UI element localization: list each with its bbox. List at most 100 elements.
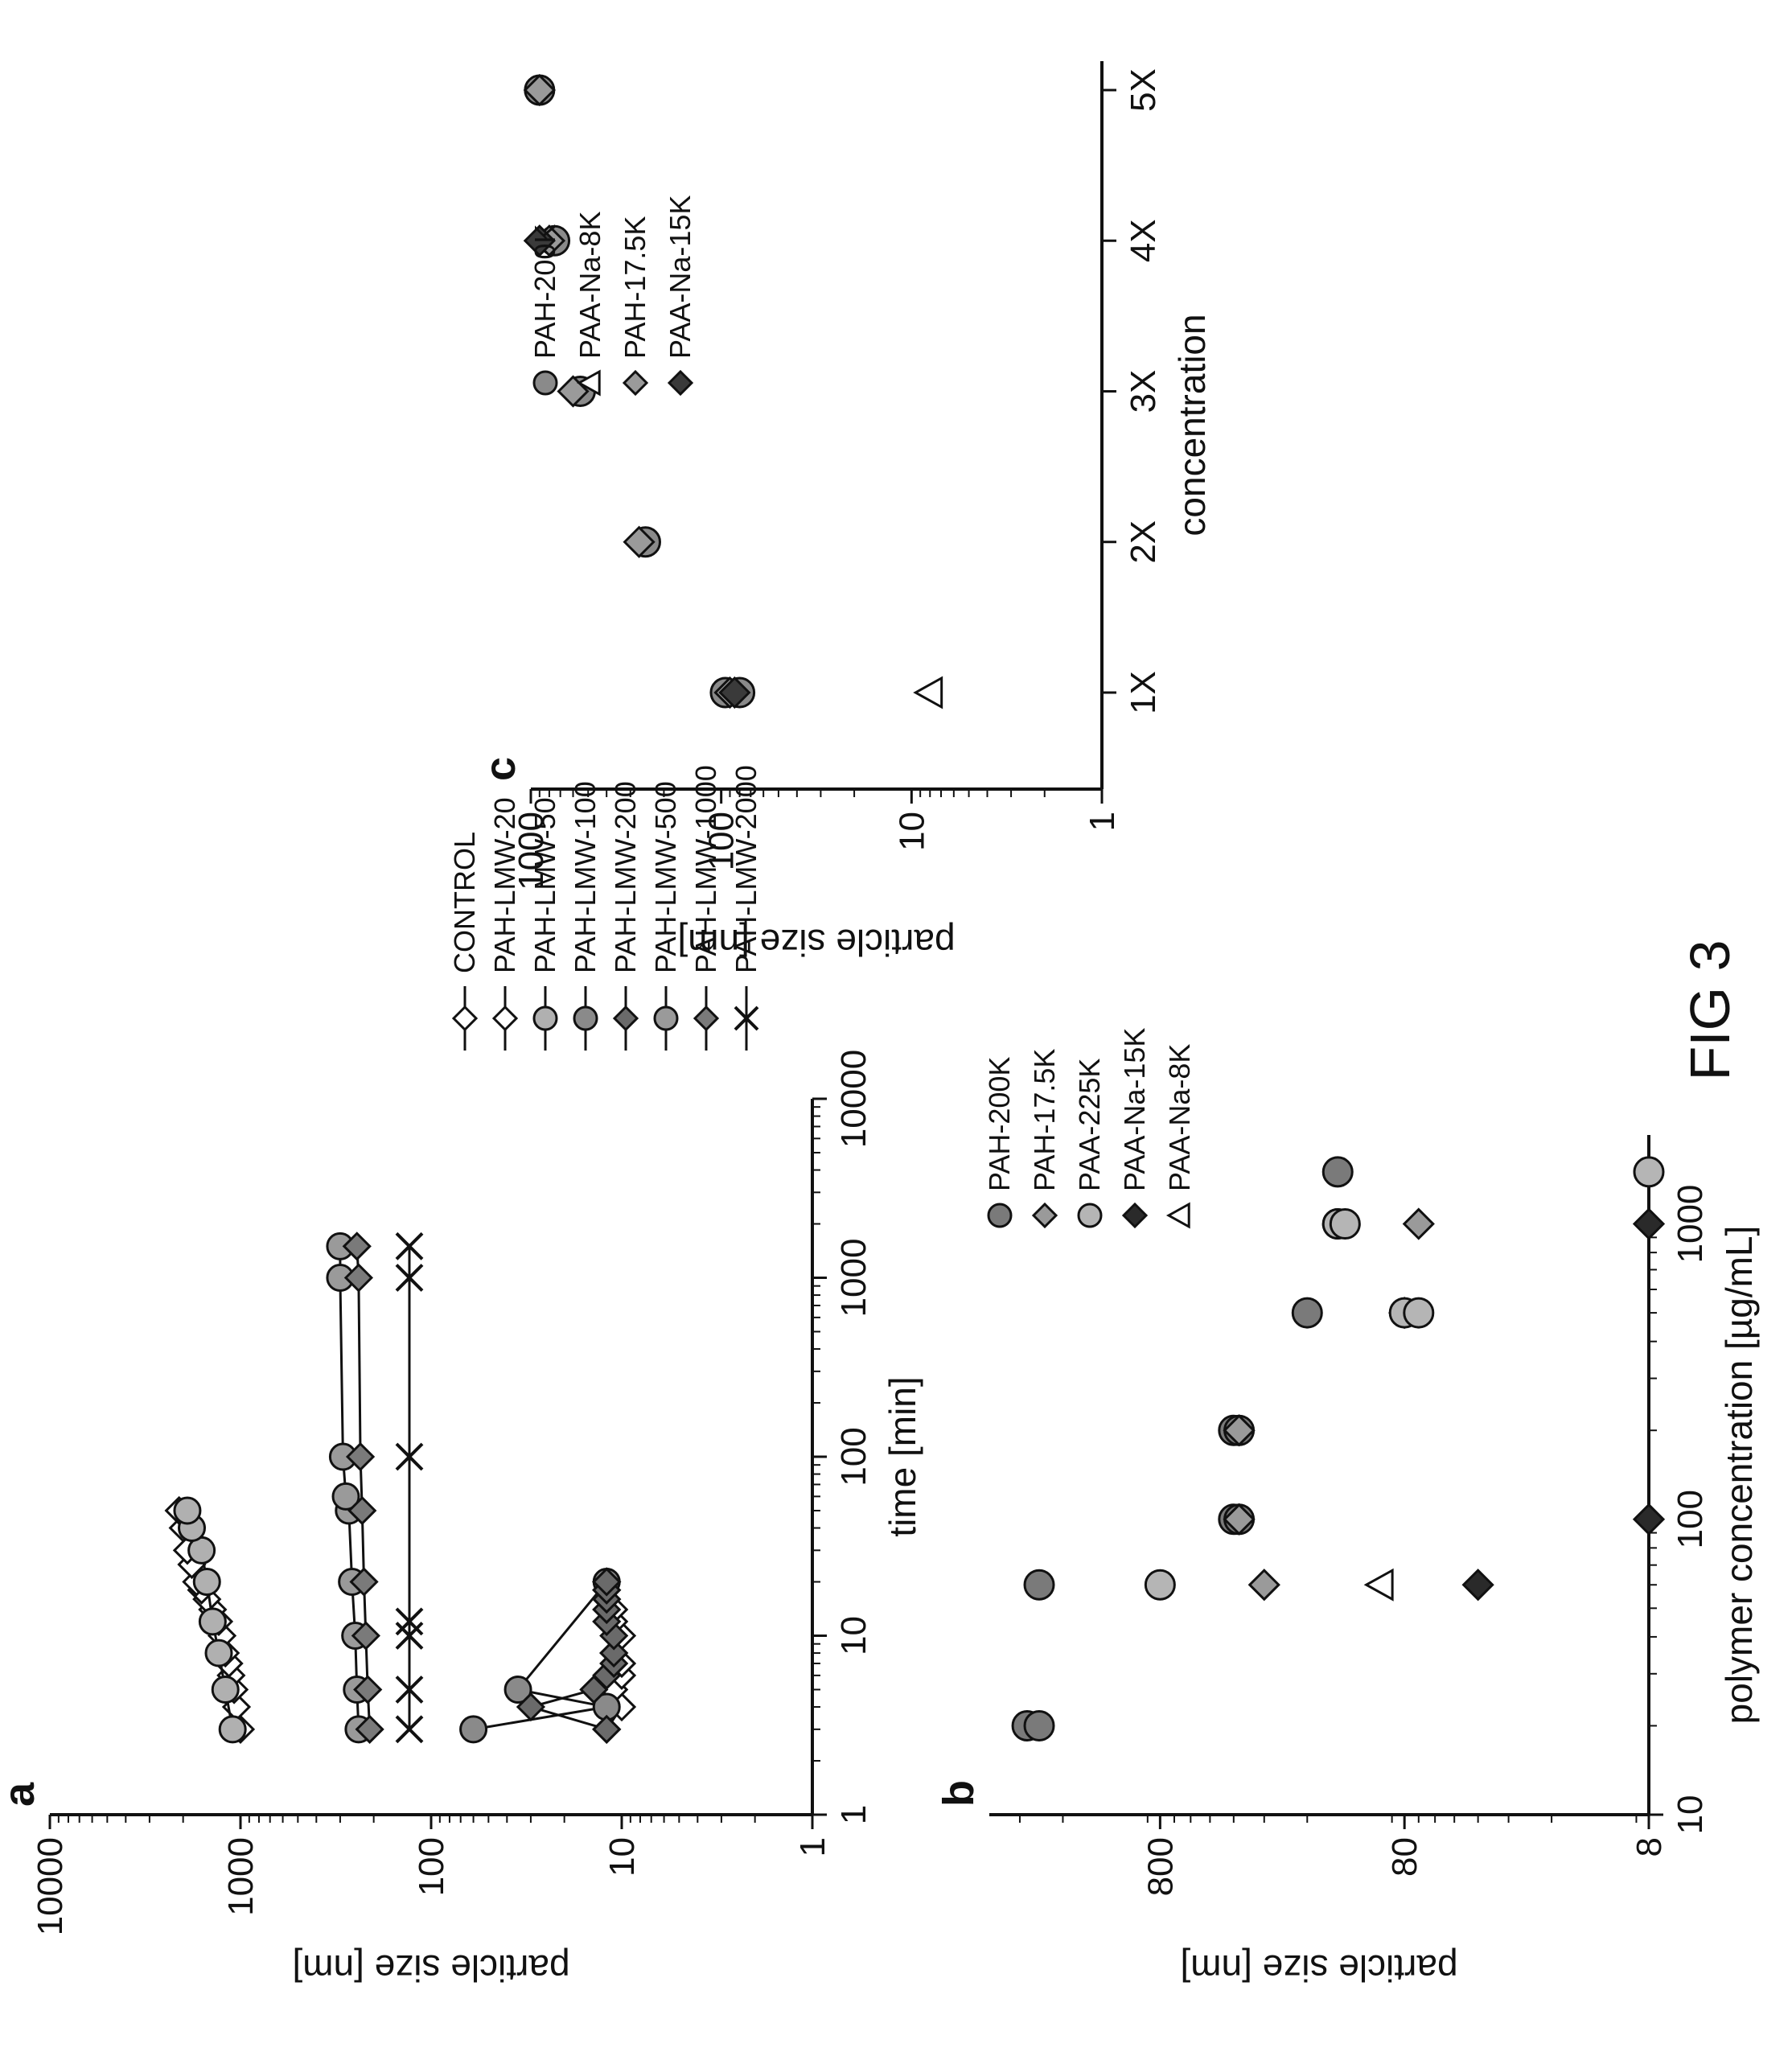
- panel-c-series-3: [523, 224, 751, 709]
- panel-a-legend-marker-3: [573, 1005, 598, 1031]
- panel-b-letter: b: [935, 1780, 983, 1807]
- panel-c-series-3-point-1: [523, 224, 556, 257]
- panel-a-series-7-point-5: [395, 1264, 424, 1292]
- panel-a-legend-marker-7: [734, 1005, 759, 1031]
- panel-b-series-0-point-2: [1023, 1569, 1055, 1601]
- panel-a-legend-entry-7: PAH-LMW-2000: [730, 765, 762, 1051]
- panel-a-series-4-point-1: [516, 1692, 546, 1722]
- panel-a-legend-marker-4: [612, 1005, 639, 1032]
- panel-c-x-tick-label-2: 3X: [1124, 370, 1163, 413]
- panel-c-x-tick-label-0: 1X: [1124, 671, 1163, 714]
- panel-b-legend-label-3: PAA-Na-15K: [1118, 1028, 1151, 1191]
- panel-a-legend-marker-0: [451, 1005, 479, 1032]
- panel-b-series-3-point-0: [1461, 1569, 1494, 1602]
- panel-b-legend-marker-2: [1077, 1203, 1103, 1228]
- panel-a-y-tick-label-2: 100: [412, 1837, 451, 1896]
- panel-a-x-tick-label-0: 1: [834, 1805, 873, 1824]
- panel-c-series-1: [913, 676, 943, 709]
- panel-b-legend-label-1: PAH-17.5K: [1028, 1049, 1061, 1191]
- panel-a-y-axis-label: particle size [nm]: [292, 1947, 569, 1989]
- panel-b-series-1-point-4: [1402, 1207, 1435, 1240]
- panel-a-x-tick-label-1: 10: [834, 1616, 873, 1655]
- panel-a-series-6-point-0: [355, 1714, 384, 1744]
- panel-b-series-4: [1363, 1568, 1394, 1602]
- panel-a-series-4-point-11: [592, 1567, 622, 1597]
- panel-c-series-2-point-1: [623, 525, 656, 558]
- panel-a-series-3-point-2: [503, 1675, 532, 1704]
- figure-title: FIG 3: [1679, 940, 1741, 1080]
- panel-c-legend-marker-3: [667, 369, 694, 397]
- panel-b-legend-label-0: PAH-200K: [983, 1057, 1016, 1191]
- panel-a-legend-label-4: PAH-LMW-200: [609, 781, 642, 973]
- panel-a-series-7-point-6: [395, 1232, 424, 1260]
- panel-a-y-tick-label-4: 10000: [31, 1837, 70, 1935]
- panel-c-legend-marker-0: [532, 370, 558, 396]
- panel-b-series-2-point-5: [1633, 1156, 1665, 1188]
- panel-c-legend-marker-2: [622, 369, 649, 397]
- panel-b-legend-marker-4: [1165, 1202, 1190, 1229]
- panel-a-series-5-point-5: [331, 1482, 360, 1511]
- panel-c-legend-entry-3: PAA-Na-15K: [664, 195, 697, 397]
- panel-b-legend-marker-3: [1121, 1202, 1149, 1229]
- panel-a-legend-entry-4: PAH-LMW-200: [609, 781, 642, 1051]
- panel-b-series-2-point-0: [1144, 1569, 1176, 1601]
- panel-c-series-3-point-0: [718, 676, 751, 709]
- panel-a-series-4-point-0: [592, 1714, 622, 1744]
- panel-a-series-6-point-6: [343, 1263, 374, 1293]
- panel-a-series-6-point-5: [345, 1441, 376, 1472]
- panel-a-legend-entry-5: PAH-LMW-500: [649, 781, 682, 1051]
- panel-a-series-2: [173, 1496, 247, 1744]
- panel-b-x-tick-label-2: 1000: [1671, 1185, 1710, 1264]
- panel-b-series-3-point-1: [1632, 1503, 1666, 1536]
- panel-a-legend-label-0: CONTROL: [448, 832, 481, 973]
- panel-c-x-tick-label-3: 4X: [1124, 219, 1163, 262]
- panel-b-legend-entry-0: PAH-200K: [983, 1057, 1016, 1228]
- panel-a-series-3: [459, 1568, 621, 1744]
- panel-a-series-6-line: [356, 1246, 372, 1729]
- panel-c-series-1-point-0: [913, 676, 943, 709]
- panel-a-y-tick-label-3: 1000: [221, 1837, 261, 1916]
- panel-a-series-7-point-2-stroke-2: [395, 1622, 424, 1650]
- panel-a-legend-marker-2: [532, 1005, 558, 1031]
- panel-a-legend-entry-2: PAH-LMW-50: [528, 797, 561, 1051]
- panel-a-series-7-point-3-stroke-2: [395, 1607, 424, 1636]
- panel-a-x-tick-label-4: 10000: [834, 1050, 873, 1148]
- panel-a-series-6-point-4: [347, 1495, 377, 1526]
- panel-a: 1 10 100 1000 10000 1 10 100 1000 10000 time [min]…: [0, 765, 923, 1989]
- panel-a-legend-marker-6: [693, 1005, 720, 1032]
- panel-a-series-7-point-0-stroke-2: [395, 1715, 424, 1744]
- panel-a-series-7-point-6-stroke-2: [395, 1232, 424, 1260]
- panel-a-series-7-point-5-stroke-2: [395, 1264, 424, 1292]
- panel-a-series-7: [395, 1232, 424, 1744]
- panel-b-legend-entry-1: PAH-17.5K: [1028, 1049, 1061, 1229]
- panel-a-series-7-point-3: [395, 1607, 424, 1636]
- panel-b-y-axis-label: particle size [nm]: [1180, 1947, 1457, 1989]
- panel-a-legend-marker-1: [491, 1005, 519, 1032]
- panel-b-series-0-point-7: [1291, 1297, 1323, 1329]
- panel-c-x-tick-label-1: 2X: [1124, 520, 1163, 564]
- panel-a-legend-entry-0: CONTROL: [448, 832, 481, 1051]
- panel-a-series-6-point-7: [342, 1232, 372, 1261]
- panel-b-legend-entry-2: PAA-225K: [1073, 1059, 1106, 1228]
- panel-a-series-3-point-0: [459, 1715, 488, 1744]
- panel-a-series-6-point-3: [349, 1567, 379, 1597]
- panel-b-series-0: [1011, 1156, 1354, 1741]
- panel-b-series-4-point-0: [1363, 1568, 1394, 1602]
- panel-a-legend-entry-1: PAH-LMW-20: [488, 797, 521, 1051]
- panel-a-series-2-point-0: [218, 1715, 247, 1744]
- panel-a-series-7-point-4-stroke-2: [395, 1442, 424, 1471]
- panel-a-legend-label-1: PAH-LMW-20: [488, 797, 521, 973]
- panel-c-legend-entry-1: PAA-Na-8K: [573, 212, 606, 397]
- panel-c-legend-label-0: PAH-200K: [528, 224, 561, 359]
- panel-b-series-3: [1461, 1207, 1666, 1602]
- panel-c-series-2-point-4: [523, 73, 556, 107]
- panel-b-series-1-point-2: [1223, 1414, 1256, 1447]
- panel-b-series-2-point-4: [1329, 1208, 1361, 1240]
- panel-b-series-1-point-0: [1247, 1569, 1280, 1602]
- panel-a-series-7-point-4: [395, 1442, 424, 1471]
- panel-a-series-4: [516, 1567, 629, 1744]
- panel-b-y-tick-label-1: 80: [1385, 1837, 1424, 1877]
- panel-a-legend-label-3: PAH-LMW-100: [569, 781, 602, 973]
